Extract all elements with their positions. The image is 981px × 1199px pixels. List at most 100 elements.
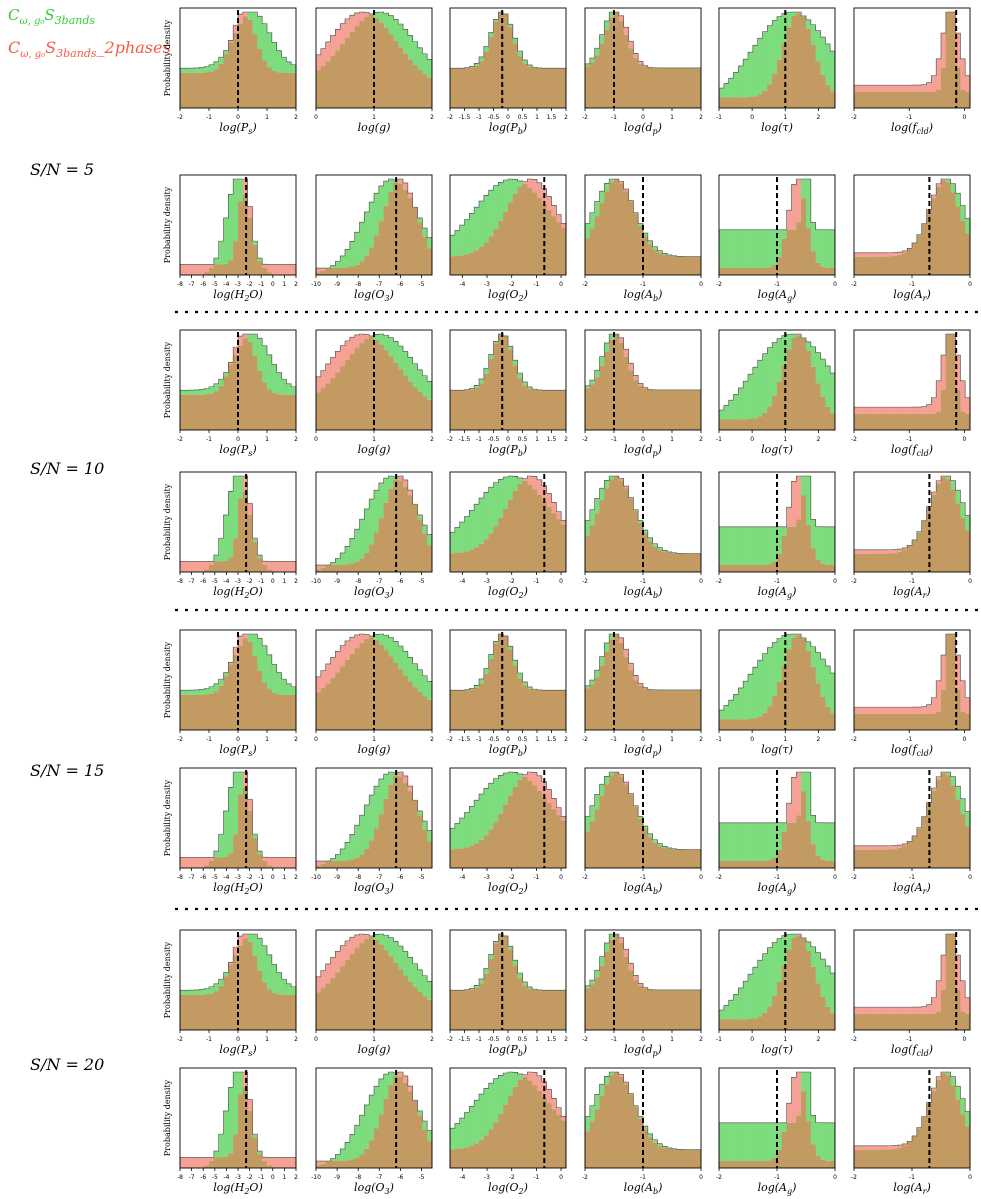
- bar-overlap: [223, 676, 229, 730]
- bar-overlap: [633, 980, 639, 1030]
- bar-top: [936, 980, 942, 1012]
- bar-top: [897, 407, 903, 414]
- bar-overlap: [609, 639, 615, 730]
- bar-top: [388, 476, 394, 489]
- bar-top: [403, 479, 409, 487]
- bar-overlap: [691, 553, 697, 572]
- bar-overlap: [228, 1153, 234, 1168]
- bar-overlap: [912, 1013, 918, 1030]
- x-tick-label: 2: [294, 281, 298, 288]
- x-axis-label: log(Pb): [489, 743, 527, 758]
- bar-top: [791, 184, 797, 230]
- bar-overlap: [213, 857, 219, 868]
- x-tick-label: 0: [314, 114, 318, 121]
- bar-overlap: [546, 990, 552, 1030]
- bar-overlap: [941, 67, 947, 108]
- bar-overlap: [512, 786, 518, 868]
- bar-top: [335, 1154, 341, 1161]
- bar-top: [199, 689, 205, 695]
- bar-overlap: [325, 983, 331, 1030]
- panel-frame: [315, 471, 433, 573]
- x-axis-label: log(dp): [624, 121, 662, 136]
- x-tick-label: -2: [582, 736, 588, 743]
- bar-overlap: [262, 382, 268, 430]
- bar-overlap: [883, 849, 889, 868]
- bar-top: [806, 19, 812, 29]
- bar-overlap: [450, 1149, 456, 1168]
- bar-overlap: [719, 860, 725, 868]
- x-tick-label: -2: [247, 1174, 253, 1181]
- bar-top: [271, 857, 277, 868]
- bar-overlap: [388, 956, 394, 1030]
- bar-overlap: [609, 775, 615, 868]
- bar-overlap: [204, 694, 210, 730]
- x-tick-label: -1: [906, 1036, 912, 1043]
- bar-top: [364, 508, 370, 553]
- bar-top: [738, 687, 744, 720]
- bar-overlap: [907, 248, 913, 275]
- bar-top: [772, 642, 778, 696]
- bar-overlap: [965, 91, 971, 108]
- bar-overlap: [815, 559, 821, 572]
- bar-top: [267, 32, 273, 68]
- bar-top: [767, 1122, 773, 1161]
- bar-overlap: [204, 394, 210, 430]
- bar-top: [815, 1122, 821, 1156]
- bar-overlap: [892, 413, 898, 430]
- bar-overlap: [267, 989, 273, 1030]
- bar-top: [801, 772, 807, 792]
- bar-top: [218, 679, 224, 686]
- bar-overlap: [806, 821, 812, 868]
- bar-overlap: [781, 238, 787, 275]
- bar-top: [652, 246, 658, 250]
- bar-overlap: [335, 1160, 341, 1168]
- bar-overlap: [218, 857, 224, 868]
- bar-overlap: [912, 540, 918, 572]
- bar-top: [628, 663, 634, 671]
- bar-overlap: [512, 965, 518, 1030]
- x-tick-label: -5: [212, 281, 218, 288]
- bar-top: [662, 550, 668, 553]
- bar-top: [291, 561, 297, 572]
- bar-overlap: [868, 91, 874, 108]
- bar-top: [854, 252, 860, 257]
- bar-overlap: [459, 990, 465, 1030]
- bar-top: [479, 678, 485, 684]
- bar-top: [941, 476, 947, 478]
- bar-overlap: [609, 1075, 615, 1168]
- bar-overlap: [696, 849, 702, 868]
- x-tick-label: 1: [535, 114, 539, 121]
- bar-top: [527, 686, 533, 689]
- bar-top: [464, 219, 470, 255]
- x-tick-label: -9: [334, 578, 340, 585]
- bar-top: [199, 989, 205, 995]
- x-axis-label: log(O3): [354, 881, 394, 896]
- x-tick-label: -1: [476, 1036, 482, 1043]
- bar-overlap: [213, 691, 219, 730]
- bar-top: [369, 335, 375, 337]
- bar-top: [469, 388, 475, 390]
- bar-overlap: [450, 390, 456, 430]
- bar-top: [638, 520, 644, 523]
- bar-overlap: [614, 634, 620, 730]
- bar-overlap: [676, 690, 682, 730]
- bar-overlap: [777, 850, 783, 868]
- bar-overlap: [589, 228, 595, 275]
- bar-overlap: [330, 678, 336, 730]
- bar-overlap: [388, 488, 394, 572]
- bar-top: [422, 975, 428, 997]
- bar-top: [965, 997, 971, 1014]
- bar-top: [364, 12, 370, 17]
- x-tick-label: -1: [206, 436, 212, 443]
- x-tick-label: 2: [817, 436, 821, 443]
- bar-overlap: [801, 16, 807, 109]
- bar-overlap: [267, 1165, 273, 1168]
- bar-top: [830, 1122, 836, 1161]
- bar-overlap: [686, 68, 692, 108]
- bar-overlap: [955, 389, 961, 430]
- bar-top: [403, 29, 409, 54]
- bar-overlap: [316, 272, 322, 275]
